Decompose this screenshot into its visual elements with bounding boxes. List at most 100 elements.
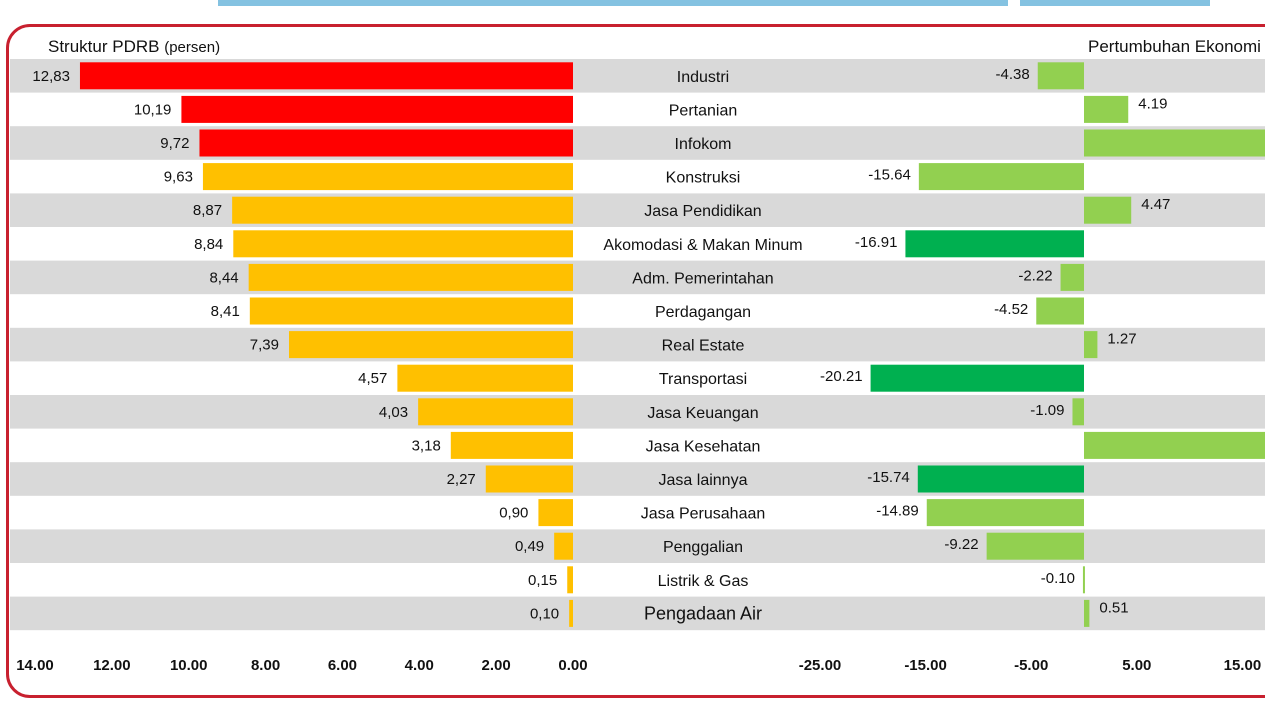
left-axis-tick-label: 2.00 — [482, 657, 511, 674]
row-band — [10, 395, 1265, 429]
growth-bar — [870, 364, 1084, 392]
pdrb-bar — [249, 297, 573, 325]
top-title-strip — [0, 0, 1265, 12]
pdrb-value-label: 10,19 — [134, 101, 172, 118]
pdrb-bar — [569, 599, 573, 627]
pdrb-bar — [289, 331, 573, 359]
growth-bar — [1060, 263, 1084, 291]
row-band — [10, 260, 1265, 295]
sector-label: Pertanian — [669, 102, 738, 119]
growth-bar — [986, 532, 1084, 560]
right-axis-tick-label: -25.00 — [799, 657, 842, 674]
pdrb-value-label: 8,87 — [193, 202, 222, 219]
pdrb-value-label: 12,83 — [32, 68, 70, 85]
sector-label: Perdagangan — [655, 304, 751, 321]
left-axis-tick-label: 6.00 — [328, 657, 357, 674]
right-axis-tick-label: -5.00 — [1014, 657, 1048, 674]
pdrb-bar — [79, 62, 573, 90]
row-band — [10, 193, 1265, 227]
growth-bar — [1037, 62, 1084, 90]
pdrb-value-label: 3,18 — [412, 437, 441, 454]
axis-ticks: 14.00 12.00 10.00 8.00 6.00 4.00 2.00 0.00 -25.0… — [16, 657, 1261, 674]
growth-bar — [1084, 331, 1098, 359]
growth-value-label: -4.38 — [996, 66, 1030, 83]
left-axis-tick-label: 14.00 — [16, 657, 54, 674]
growth-bars: -4.38 4.19 -15.64 4.47 -16.91 -2.22 -4.52 1.27 -… — [820, 62, 1265, 627]
left-chart-header: Struktur PDRB (persen) — [48, 37, 220, 57]
growth-bar — [926, 499, 1084, 527]
growth-bar — [1084, 95, 1129, 123]
growth-value-label: -15.64 — [868, 167, 911, 184]
left-axis-tick-label: 12.00 — [93, 657, 131, 674]
row-band — [10, 596, 1265, 631]
pdrb-value-label: 0,90 — [499, 505, 528, 522]
top-title-fragment — [218, 0, 1210, 6]
growth-bar — [1084, 196, 1132, 224]
chart-frame — [6, 24, 1265, 698]
pdrb-bar — [248, 263, 574, 291]
left-axis-tick-label: 4.00 — [405, 657, 434, 674]
growth-value-label: 4.19 — [1138, 95, 1167, 112]
sector-label: Penggalian — [663, 539, 743, 556]
pdrb-bar — [233, 230, 573, 258]
pdrb-bar — [554, 532, 573, 560]
growth-value-label: -9.22 — [944, 536, 978, 553]
sector-label: Jasa Perusahaan — [641, 506, 766, 523]
sector-label: Pengadaan Air — [644, 603, 762, 623]
sector-label: Infokom — [675, 136, 732, 153]
growth-bar — [918, 163, 1084, 191]
sector-label: Jasa Kesehatan — [646, 438, 761, 455]
sector-label: Real Estate — [662, 338, 745, 355]
left-axis-tick-label: 8.00 — [251, 657, 280, 674]
right-axis-tick-label: -15.00 — [904, 657, 947, 674]
left-axis-tick-label: 0.00 — [558, 657, 587, 674]
pdrb-bar — [538, 499, 573, 527]
left-chart-title: Struktur PDRB — [48, 37, 160, 56]
pdrb-bar — [232, 196, 574, 224]
growth-value-label: -16.91 — [855, 234, 898, 251]
pdrb-value-label: 0,49 — [515, 538, 544, 555]
pdrb-value-label: 7,39 — [250, 337, 279, 354]
pdrb-bar — [485, 465, 573, 493]
pdrb-value-label: 9,72 — [160, 135, 189, 152]
growth-value-label: -0.10 — [1041, 570, 1075, 587]
pdrb-structure-bars: 12,83 10,19 9,72 9,638,87 8,84 8,44 8,41 7,39 4,… — [32, 62, 574, 627]
growth-value-label: -14.89 — [876, 503, 919, 520]
pdrb-value-label: 8,44 — [209, 269, 238, 286]
growth-bar — [1084, 129, 1265, 157]
pdrb-bar — [397, 364, 573, 392]
growth-value-label: 4.47 — [1141, 196, 1170, 213]
pdrb-value-label: 9,63 — [164, 169, 193, 186]
growth-value-label: -1.09 — [1030, 402, 1064, 419]
growth-value-label: -2.22 — [1018, 267, 1052, 284]
growth-bar — [1072, 398, 1084, 426]
sector-label: Jasa Pendidikan — [644, 203, 761, 220]
pdrb-bar — [567, 566, 573, 594]
sector-label: Industri — [677, 69, 729, 86]
pdrb-bar — [202, 163, 573, 191]
right-chart-title: Pertumbuhan Ekonomi — [1088, 37, 1261, 56]
row-band — [10, 126, 1265, 160]
left-chart-unit: (persen) — [164, 39, 221, 56]
growth-value-label: 0.51 — [1099, 599, 1128, 616]
growth-bar — [1036, 297, 1084, 325]
growth-bar — [1082, 566, 1085, 594]
growth-value-label: -4.52 — [994, 301, 1028, 318]
pdrb-value-label: 4,03 — [379, 404, 408, 421]
growth-value-label: 1.27 — [1107, 331, 1136, 348]
sector-label: Listrik & Gas — [658, 573, 749, 590]
row-band — [10, 327, 1265, 362]
right-axis-tick-label: 5.00 — [1122, 657, 1151, 674]
pdrb-value-label: 4,57 — [358, 370, 387, 387]
growth-value-label: -15.74 — [867, 469, 910, 486]
growth-bar — [1084, 599, 1090, 627]
growth-bar — [1084, 431, 1265, 459]
pdrb-bar — [199, 129, 573, 157]
pdrb-value-label: 2,27 — [447, 471, 476, 488]
growth-value-label: -20.21 — [820, 368, 863, 385]
pdrb-bar — [450, 431, 573, 459]
growth-bar — [917, 465, 1084, 493]
left-axis-tick-label: 10.00 — [170, 657, 208, 674]
right-axis-tick-label: 15.00 — [1224, 657, 1262, 674]
